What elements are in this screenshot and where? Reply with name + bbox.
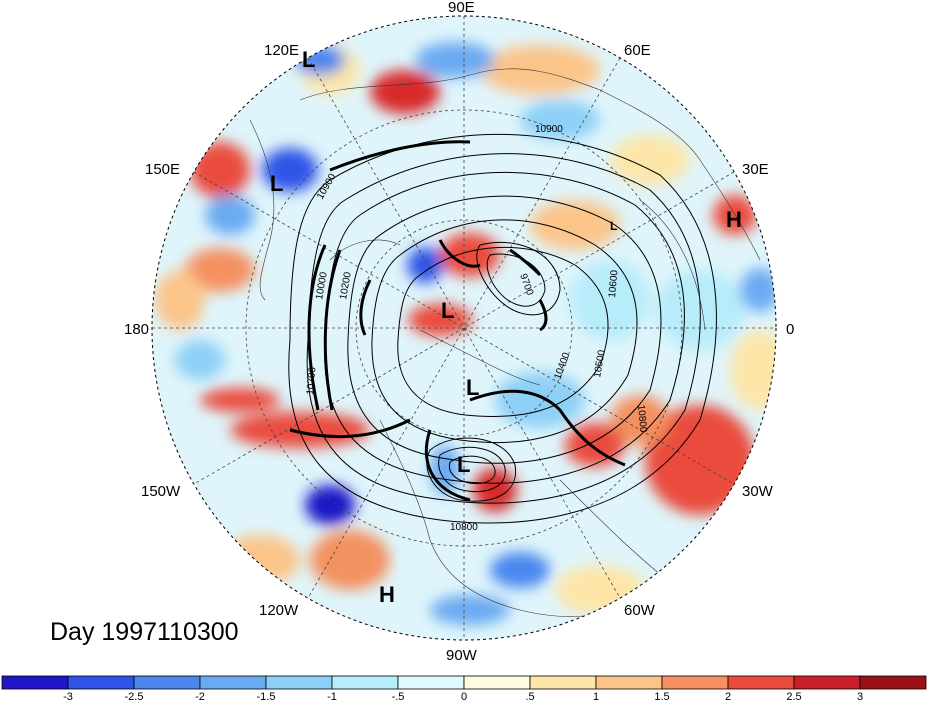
lon-label: 60E [624,42,651,59]
lon-label: 0 [786,321,794,338]
lon-label: 150W [141,483,181,500]
longitude-labels: 90E 60E 30E 0 30W 60W 90W 120W 150W 180 … [124,0,794,664]
contour-label: 10200 [338,271,354,301]
colorbar-tick-label: -1.5 [257,691,276,702]
lon-label: 120W [259,602,299,619]
low-center: L [466,375,479,400]
graticule [152,16,776,640]
contour-label: 10000 [314,271,330,301]
coastlines [249,68,761,617]
colorbar-tick-label: 1.5 [654,691,669,702]
colorbar-swatch [67,675,135,690]
colorbar-tick-label: -2 [195,691,205,702]
colorbar-swatch [595,675,663,690]
lon-label: 90E [448,0,475,16]
colorbar-tick-label: 1 [593,691,599,702]
contour-label: 10600 [607,269,620,298]
map-boundary [151,15,777,641]
lon-label: 120E [264,42,299,59]
colorbar-tick-label: 2.5 [786,691,801,702]
colorbar-swatch [265,675,333,690]
contour-label: 10800 [635,404,648,433]
lon-label: 180 [124,321,149,338]
colorbar-swatch [529,675,597,690]
colorbar-tick-label: 0 [461,691,467,702]
colorbar-swatch [661,675,729,690]
high-center: H [379,582,395,607]
contour-label: 10800 [450,522,478,533]
low-center: L [610,219,617,233]
colorbar-swatch [397,675,465,690]
colorbar-tick-label: .5 [525,691,534,702]
colorbar-tick-label: 2 [725,691,731,702]
colorbar-swatch [199,675,267,690]
low-center: L [441,298,454,323]
contour-label: 10700 [305,366,318,395]
colorbar-tick-label: -3 [63,691,73,702]
colorbar-swatch [331,675,399,690]
low-center: L [457,452,470,477]
lon-label: 60W [624,602,656,619]
contour-label: 10900 [535,124,563,135]
lon-label: 90W [446,647,478,664]
colorbar-swatch [727,675,795,690]
lon-label: 150E [145,161,180,178]
colorbar-tick-label: -.5 [392,691,405,702]
colorbar-tick-label: -2.5 [125,691,144,702]
colorbar-tick-label: -1 [327,691,337,702]
high-center: H [726,207,742,232]
colorbar: -3 -2.5 -2 -1.5 -1 -.5 0 .5 1 1.5 2 2.5 3 [1,675,927,702]
colorbar-tick-label: 3 [857,691,863,702]
colorbar-swatch [793,675,861,690]
low-center: L [302,47,315,72]
jet-contours [289,140,626,502]
colorbar-swatch [133,675,201,690]
pressure-centers: L L L L L H H L [270,47,742,607]
colorbar-swatch [463,675,531,690]
map-title: Day 1997110300 [50,618,239,646]
contour-label: 10500 [592,349,608,379]
lon-label: 30W [742,483,774,500]
colorbar-swatch [1,675,69,690]
low-center: L [270,171,283,196]
lon-label: 30E [742,161,769,178]
colorbar-swatch [859,675,927,690]
